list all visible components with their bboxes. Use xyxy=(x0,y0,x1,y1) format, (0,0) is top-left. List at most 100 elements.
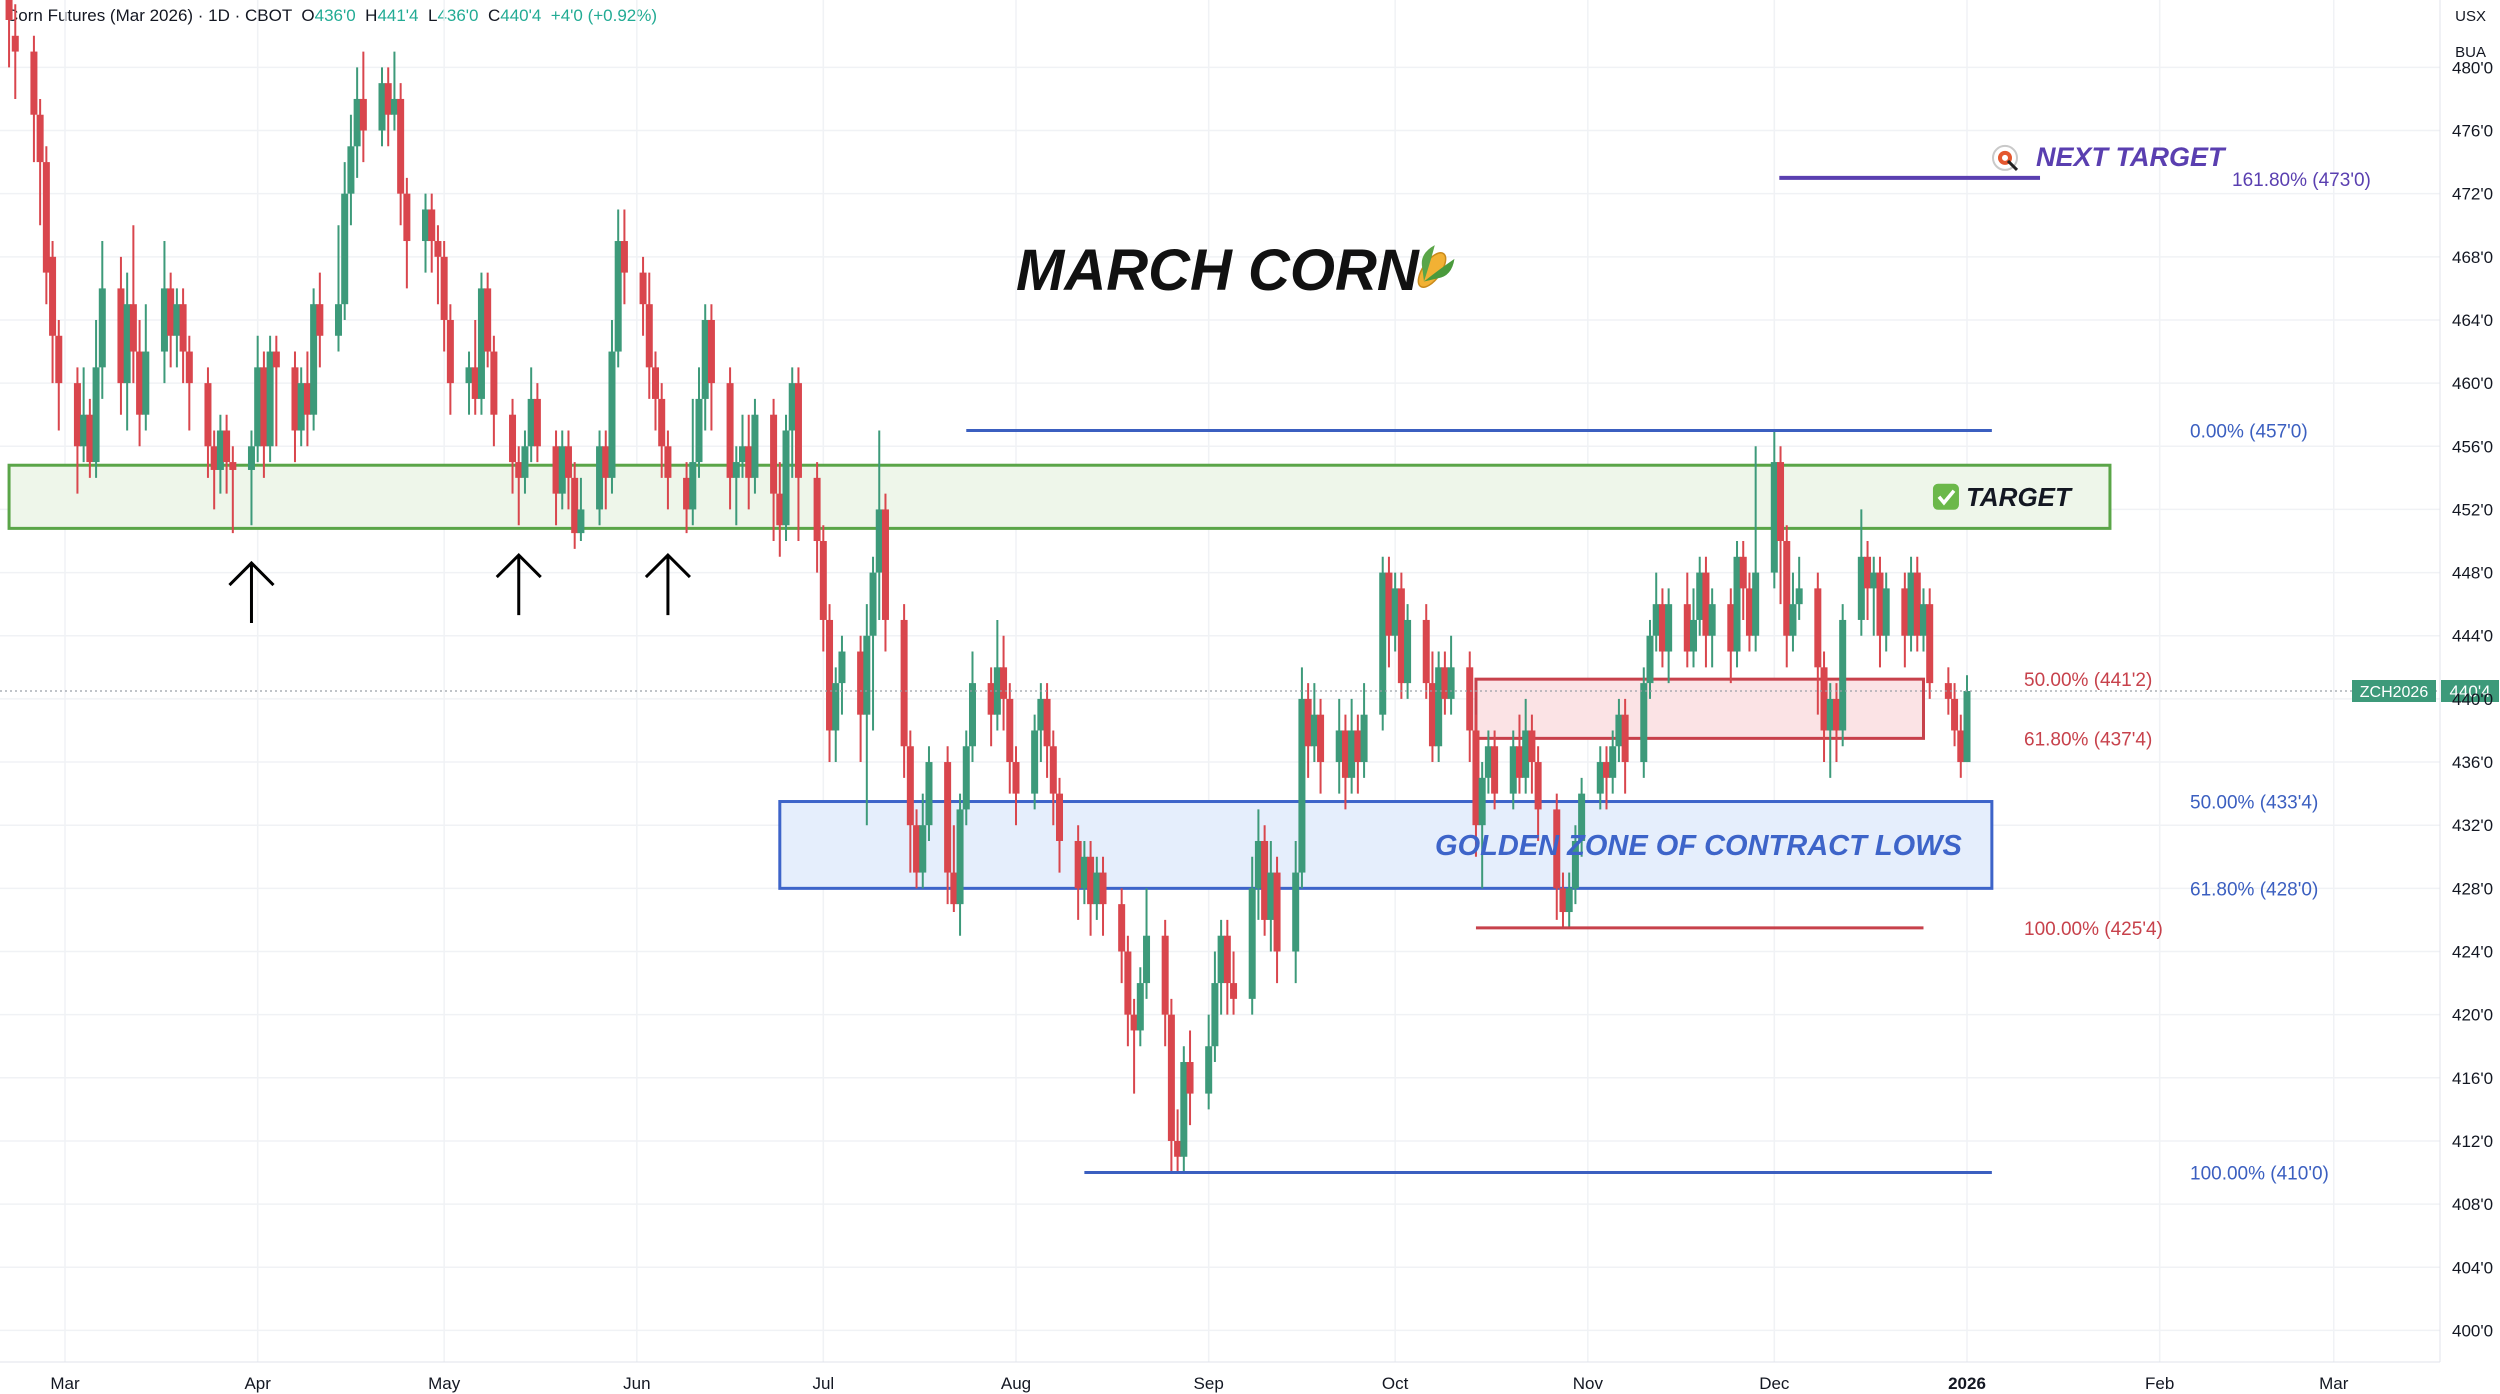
candle-body xyxy=(1957,730,1965,763)
candle xyxy=(1099,856,1107,936)
y-tick-label: 436'0 xyxy=(2452,753,2493,772)
y-tick-label: 464'0 xyxy=(2452,311,2493,330)
candle-body xyxy=(347,146,355,194)
candle-body xyxy=(1186,1062,1194,1094)
candle xyxy=(422,193,430,273)
unit-label[interactable]: BUA xyxy=(2455,44,2486,61)
y-tick-label: 452'0 xyxy=(2452,500,2493,519)
candle-body xyxy=(1640,683,1648,763)
candle xyxy=(353,67,361,178)
candle xyxy=(1006,683,1014,794)
candle-body xyxy=(1820,667,1828,731)
candle xyxy=(1136,967,1144,1047)
candle xyxy=(1739,541,1747,620)
check-box xyxy=(1932,483,1959,510)
candle xyxy=(1441,651,1449,715)
target-icon xyxy=(1992,144,2019,171)
y-tick-label: 424'0 xyxy=(2452,943,2493,962)
candle-body xyxy=(1646,635,1654,684)
candle-body xyxy=(1292,872,1300,952)
candle xyxy=(73,367,81,494)
candle xyxy=(1509,730,1517,810)
chart-header: Corn Futures (Mar 2026) · 1D · CBOT O436… xyxy=(6,6,657,26)
candle xyxy=(1298,667,1306,889)
golden-zone-label: GOLDEN ZONE OF CONTRACT LOWS xyxy=(1435,830,1962,862)
candle xyxy=(962,730,970,826)
y-tick-label: 460'0 xyxy=(2452,374,2493,393)
candle xyxy=(1087,840,1095,936)
candle xyxy=(1385,556,1393,668)
candle xyxy=(471,319,479,415)
candle xyxy=(1043,683,1051,778)
candle-body xyxy=(316,304,324,336)
candle xyxy=(695,367,703,478)
candle-body xyxy=(1907,572,1915,636)
candle-body xyxy=(1690,619,1698,652)
candle xyxy=(1341,714,1349,810)
candle-body xyxy=(1379,572,1387,715)
candle-body xyxy=(782,430,790,526)
fib-layer: ZCH2026 440'4 0.00% (457'0) 50.00% (433'4) 6… xyxy=(0,421,2499,1185)
candle xyxy=(1596,746,1604,810)
candle xyxy=(509,398,517,494)
red-fib-zone xyxy=(1474,677,1925,740)
candle xyxy=(129,225,137,384)
candle-body xyxy=(881,509,889,620)
candle-body xyxy=(310,304,318,415)
candle-body xyxy=(359,98,367,131)
candle xyxy=(1012,746,1020,826)
candle-body xyxy=(30,51,38,115)
candle-body xyxy=(1310,714,1318,747)
candle xyxy=(614,209,622,368)
candle xyxy=(1578,777,1586,857)
candle xyxy=(316,272,324,368)
candle xyxy=(596,430,604,526)
candle-body xyxy=(1180,1062,1188,1157)
candle-body xyxy=(1348,730,1356,778)
candle xyxy=(223,414,231,494)
candle xyxy=(1826,683,1834,778)
candle-body xyxy=(1404,619,1412,684)
candle xyxy=(204,367,212,478)
candle-body xyxy=(1733,556,1741,652)
candle-body xyxy=(1317,714,1325,763)
candle xyxy=(664,430,672,510)
candle-body xyxy=(658,398,666,447)
candle xyxy=(1478,762,1486,889)
candle-body xyxy=(552,446,560,494)
candle-body xyxy=(1130,1014,1138,1031)
last-price-tag xyxy=(2441,680,2499,702)
fib-blue-label: 0.00% (457'0) xyxy=(2190,421,2308,442)
candle-body xyxy=(770,414,778,494)
currency-label[interactable]: USX xyxy=(2455,8,2486,25)
candle xyxy=(1690,588,1698,668)
candle xyxy=(602,430,610,510)
candle xyxy=(1795,556,1803,620)
support-arrow xyxy=(495,552,542,616)
candle xyxy=(571,462,579,549)
candle-body xyxy=(1777,462,1785,542)
y-tick-label: 412'0 xyxy=(2452,1132,2493,1151)
candle xyxy=(310,288,318,431)
x-tick-label: Mar xyxy=(50,1374,80,1393)
candle-body xyxy=(173,304,181,336)
candle-body xyxy=(683,477,691,510)
arrow-head xyxy=(495,552,542,579)
y-tick-label: 448'0 xyxy=(2452,564,2493,583)
candle-body xyxy=(73,383,81,447)
candle-body xyxy=(1360,714,1368,763)
candle-body xyxy=(1876,572,1884,636)
candle-body xyxy=(49,256,57,336)
x-tick-label: Dec xyxy=(1759,1374,1790,1393)
support-arrow xyxy=(644,552,691,616)
candle xyxy=(1056,777,1064,873)
candle-body xyxy=(1354,730,1362,763)
candle-body xyxy=(1696,572,1704,620)
candle xyxy=(86,398,94,478)
candle-body xyxy=(1087,856,1095,905)
candle xyxy=(689,398,697,526)
candle xyxy=(1180,1046,1188,1173)
candle-body xyxy=(397,98,405,194)
